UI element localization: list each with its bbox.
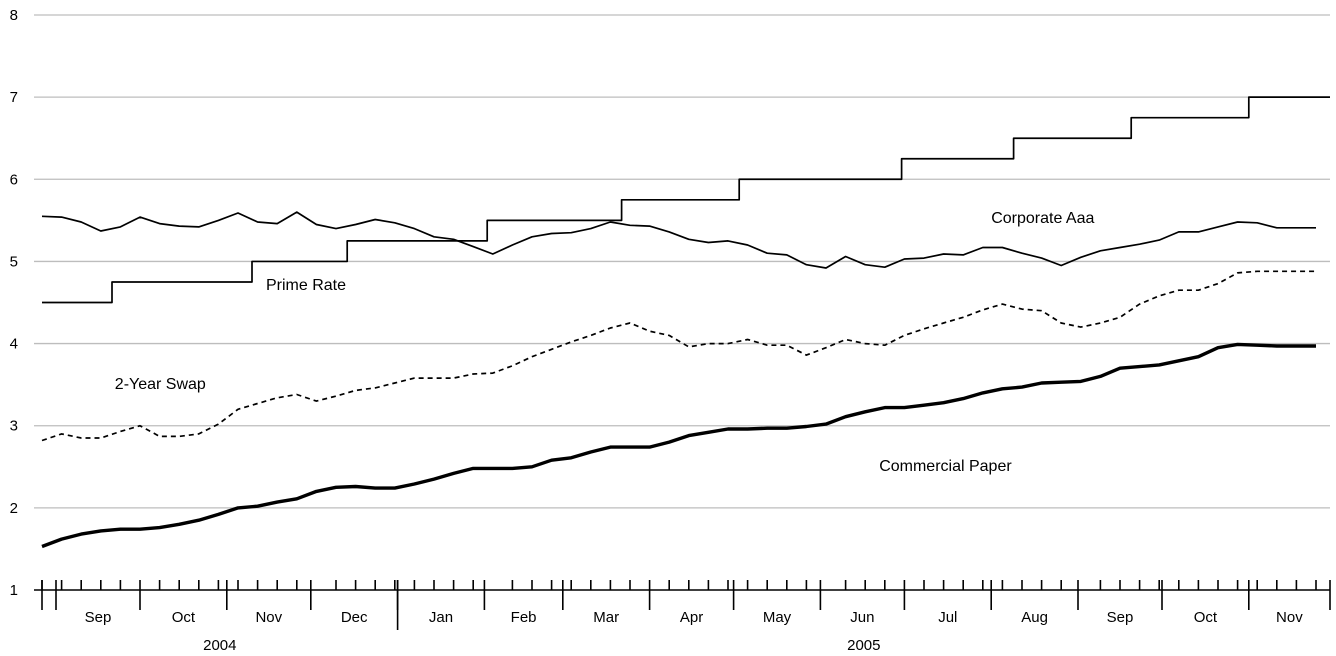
month-label-jul: Jul xyxy=(938,609,957,626)
year-label-2004: 2004 xyxy=(203,637,236,654)
series-line-corporate-aaa xyxy=(41,211,1316,269)
month-label-oct: Oct xyxy=(1194,609,1218,626)
series-line-commercial-paper xyxy=(41,342,1316,549)
month-label-nov: Nov xyxy=(255,609,282,626)
y-axis-tick-labels: 1 2 3 4 5 6 7 8 xyxy=(10,7,18,599)
month-label-nov: Nov xyxy=(1276,609,1303,626)
gridlines xyxy=(34,14,1330,509)
y-tick-label-6: 6 xyxy=(10,171,18,188)
series-line-2-year-swap xyxy=(41,270,1316,442)
month-label-aug: Aug xyxy=(1021,609,1048,626)
month-label-feb: Feb xyxy=(511,609,537,626)
series-label-corporate-aaa: Corporate Aaa xyxy=(991,210,1094,227)
series-lines xyxy=(41,96,1330,549)
series-label-2-year-swap: 2-Year Swap xyxy=(115,376,206,393)
y-tick-label-4: 4 xyxy=(10,336,18,353)
y-tick-label-7: 7 xyxy=(10,89,18,106)
series-label-commercial-paper: Commercial Paper xyxy=(879,458,1012,475)
year-label-2005: 2005 xyxy=(847,637,880,654)
month-label-mar: Mar xyxy=(593,609,619,626)
month-label-sep: Sep xyxy=(1107,609,1134,626)
y-tick-label-3: 3 xyxy=(10,418,18,435)
month-label-may: May xyxy=(763,609,792,626)
month-label-sep: Sep xyxy=(85,609,112,626)
series-annotations: Corporate Aaa Prime Rate 2-Year Swap Commer… xyxy=(115,210,1095,475)
month-label-jan: Jan xyxy=(429,609,453,626)
month-label-oct: Oct xyxy=(172,609,196,626)
y-tick-label-1: 1 xyxy=(10,582,18,599)
month-label-dec: Dec xyxy=(341,609,368,626)
series-label-prime-rate: Prime Rate xyxy=(266,277,346,294)
month-label-apr: Apr xyxy=(680,609,703,626)
y-tick-label-2: 2 xyxy=(10,500,18,517)
y-tick-label-5: 5 xyxy=(10,253,18,270)
x-axis: Sep Oct Nov Dec Jan Feb Mar Apr May Jun Jul Aug Sep O… xyxy=(34,580,1331,654)
month-label-jun: Jun xyxy=(850,609,874,626)
y-tick-label-8: 8 xyxy=(10,7,18,24)
series-line-prime-rate xyxy=(42,96,1330,304)
